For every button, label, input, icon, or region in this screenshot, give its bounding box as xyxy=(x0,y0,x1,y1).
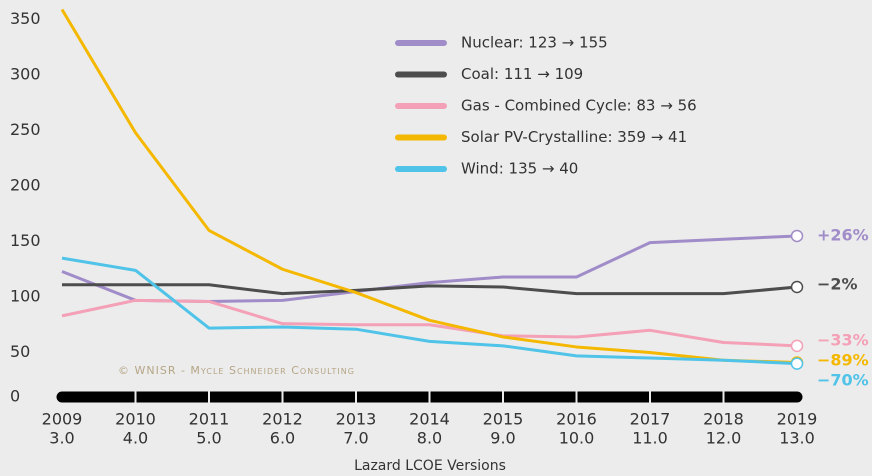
x-tick-sublabel: 10.0 xyxy=(559,429,595,448)
change-label: −2% xyxy=(817,275,858,294)
x-tick-label: 2011 xyxy=(189,410,230,429)
x-tick-sublabel: 9.0 xyxy=(490,429,515,448)
x-tick-sublabel: 11.0 xyxy=(632,429,668,448)
end-marker xyxy=(790,280,804,294)
x-tick-label: 2010 xyxy=(115,410,156,429)
x-axis-label: Lazard LCOE Versions xyxy=(354,458,506,474)
change-label: −89% xyxy=(817,351,869,370)
y-tick-label: 150 xyxy=(10,231,41,250)
y-tick-label: 200 xyxy=(10,176,41,195)
x-tick-sublabel: 4.0 xyxy=(123,429,148,448)
x-tick-sublabel: 8.0 xyxy=(417,429,442,448)
legend-label: Wind: 135 → 40 xyxy=(461,160,578,178)
x-tick-sublabel: 13.0 xyxy=(779,429,815,448)
x-tick-label: 2017 xyxy=(630,410,671,429)
x-tick-sublabel: 6.0 xyxy=(270,429,295,448)
legend-label: Solar PV-Crystalline: 359 → 41 xyxy=(461,128,687,146)
end-marker xyxy=(790,339,804,353)
x-tick-label: 2016 xyxy=(556,410,597,429)
x-tick-sublabel: 7.0 xyxy=(343,429,368,448)
end-marker xyxy=(790,357,804,370)
x-tick-label: 2013 xyxy=(336,410,377,429)
x-tick-label: 2015 xyxy=(483,410,524,429)
y-tick-label: 50 xyxy=(10,342,30,361)
watermark: © WNISR - Mycle Schneider Consulting xyxy=(118,364,355,377)
x-tick-label: 2019 xyxy=(777,410,818,429)
y-tick-label: 250 xyxy=(10,120,41,139)
legend-label: Coal: 111 → 109 xyxy=(461,65,583,83)
x-tick-sublabel: 12.0 xyxy=(706,429,742,448)
y-tick-label: 300 xyxy=(10,65,41,84)
legend-label: Nuclear: 123 → 155 xyxy=(461,34,608,52)
series-line xyxy=(61,298,798,348)
legend-label: Gas - Combined Cycle: 83 → 56 xyxy=(461,97,697,115)
series-line xyxy=(61,256,798,366)
series-line xyxy=(60,8,798,364)
x-tick-sublabel: 3.0 xyxy=(49,429,74,448)
y-tick-label: 350 xyxy=(10,9,41,28)
series-line xyxy=(62,283,798,296)
y-tick-label: 0 xyxy=(10,387,20,406)
end-marker xyxy=(790,229,804,243)
x-tick-sublabel: 5.0 xyxy=(196,429,221,448)
y-tick-label: 100 xyxy=(10,287,41,306)
x-tick-label: 2012 xyxy=(262,410,303,429)
x-tick-label: 2009 xyxy=(42,410,83,429)
change-label: +26% xyxy=(817,226,869,245)
change-label: −70% xyxy=(817,371,869,390)
change-label: −33% xyxy=(817,331,869,350)
series-line xyxy=(61,234,798,303)
x-tick-label: 2018 xyxy=(703,410,744,429)
x-tick-label: 2014 xyxy=(409,410,450,429)
